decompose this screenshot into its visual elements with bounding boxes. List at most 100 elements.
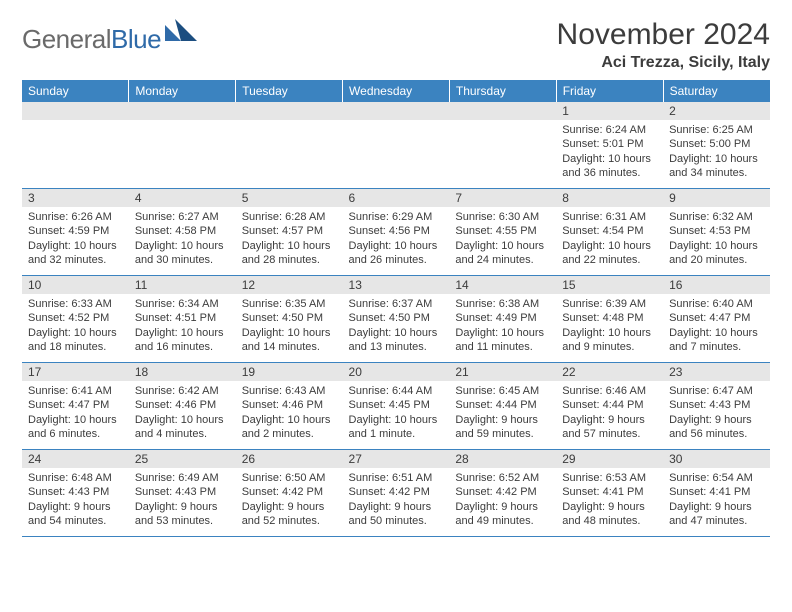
calendar-cell: 27Sunrise: 6:51 AMSunset: 4:42 PMDayligh…: [343, 450, 450, 537]
sunset-line: Sunset: 4:54 PM: [562, 224, 657, 238]
day-number: 17: [22, 363, 129, 381]
sunrise-line: Sunrise: 6:33 AM: [28, 297, 123, 311]
daylight-line: Daylight: 9 hours and 49 minutes.: [455, 500, 550, 529]
day-body: Sunrise: 6:28 AMSunset: 4:57 PMDaylight:…: [236, 207, 343, 271]
location: Aci Trezza, Sicily, Italy: [557, 54, 770, 72]
day-number: 18: [129, 363, 236, 381]
calendar-cell: 22Sunrise: 6:46 AMSunset: 4:44 PMDayligh…: [556, 363, 663, 450]
sunrise-line: Sunrise: 6:32 AM: [669, 210, 764, 224]
weekday-header: Tuesday: [236, 80, 343, 102]
sunrise-line: Sunrise: 6:54 AM: [669, 471, 764, 485]
calendar-cell: 25Sunrise: 6:49 AMSunset: 4:43 PMDayligh…: [129, 450, 236, 537]
daylight-line: Daylight: 10 hours and 13 minutes.: [349, 326, 444, 355]
sunrise-line: Sunrise: 6:43 AM: [242, 384, 337, 398]
calendar-body: 1Sunrise: 6:24 AMSunset: 5:01 PMDaylight…: [22, 102, 770, 537]
sunset-line: Sunset: 4:47 PM: [669, 311, 764, 325]
calendar-table: SundayMondayTuesdayWednesdayThursdayFrid…: [22, 80, 770, 537]
day-number: 30: [663, 450, 770, 468]
sunset-line: Sunset: 4:43 PM: [669, 398, 764, 412]
calendar-cell: 6Sunrise: 6:29 AMSunset: 4:56 PMDaylight…: [343, 189, 450, 276]
day-body: Sunrise: 6:34 AMSunset: 4:51 PMDaylight:…: [129, 294, 236, 358]
sunrise-line: Sunrise: 6:40 AM: [669, 297, 764, 311]
calendar-cell: 20Sunrise: 6:44 AMSunset: 4:45 PMDayligh…: [343, 363, 450, 450]
daylight-line: Daylight: 9 hours and 52 minutes.: [242, 500, 337, 529]
sunset-line: Sunset: 4:41 PM: [562, 485, 657, 499]
day-body: Sunrise: 6:38 AMSunset: 4:49 PMDaylight:…: [449, 294, 556, 358]
sunset-line: Sunset: 4:44 PM: [455, 398, 550, 412]
weekday-header: Thursday: [449, 80, 556, 102]
day-number: 15: [556, 276, 663, 294]
day-number: 29: [556, 450, 663, 468]
day-number: 8: [556, 189, 663, 207]
day-number: 13: [343, 276, 450, 294]
sunrise-line: Sunrise: 6:46 AM: [562, 384, 657, 398]
sunset-line: Sunset: 5:00 PM: [669, 137, 764, 151]
daylight-line: Daylight: 9 hours and 48 minutes.: [562, 500, 657, 529]
day-body: Sunrise: 6:42 AMSunset: 4:46 PMDaylight:…: [129, 381, 236, 445]
daylight-line: Daylight: 10 hours and 7 minutes.: [669, 326, 764, 355]
calendar-cell: [343, 102, 450, 189]
day-number: 3: [22, 189, 129, 207]
weekday-header: Wednesday: [343, 80, 450, 102]
daylight-line: Daylight: 10 hours and 30 minutes.: [135, 239, 230, 268]
calendar-cell: 21Sunrise: 6:45 AMSunset: 4:44 PMDayligh…: [449, 363, 556, 450]
daylight-line: Daylight: 10 hours and 6 minutes.: [28, 413, 123, 442]
day-body: Sunrise: 6:46 AMSunset: 4:44 PMDaylight:…: [556, 381, 663, 445]
sunrise-line: Sunrise: 6:38 AM: [455, 297, 550, 311]
calendar-cell: 30Sunrise: 6:54 AMSunset: 4:41 PMDayligh…: [663, 450, 770, 537]
sunrise-line: Sunrise: 6:48 AM: [28, 471, 123, 485]
day-number: 20: [343, 363, 450, 381]
day-body: Sunrise: 6:25 AMSunset: 5:00 PMDaylight:…: [663, 120, 770, 184]
sunset-line: Sunset: 4:49 PM: [455, 311, 550, 325]
empty-day-strip: [236, 102, 343, 120]
sunset-line: Sunset: 4:42 PM: [455, 485, 550, 499]
day-number: 10: [22, 276, 129, 294]
sunset-line: Sunset: 4:48 PM: [562, 311, 657, 325]
logo-text-blue: Blue: [111, 24, 161, 55]
sunrise-line: Sunrise: 6:44 AM: [349, 384, 444, 398]
calendar-week-row: 17Sunrise: 6:41 AMSunset: 4:47 PMDayligh…: [22, 363, 770, 450]
day-number: 28: [449, 450, 556, 468]
day-number: 6: [343, 189, 450, 207]
sunrise-line: Sunrise: 6:53 AM: [562, 471, 657, 485]
sunrise-line: Sunrise: 6:45 AM: [455, 384, 550, 398]
daylight-line: Daylight: 10 hours and 16 minutes.: [135, 326, 230, 355]
calendar-cell: [236, 102, 343, 189]
calendar-cell: 2Sunrise: 6:25 AMSunset: 5:00 PMDaylight…: [663, 102, 770, 189]
sunset-line: Sunset: 4:55 PM: [455, 224, 550, 238]
day-number: 1: [556, 102, 663, 120]
calendar-week-row: 10Sunrise: 6:33 AMSunset: 4:52 PMDayligh…: [22, 276, 770, 363]
sunrise-line: Sunrise: 6:51 AM: [349, 471, 444, 485]
day-number: 16: [663, 276, 770, 294]
daylight-line: Daylight: 9 hours and 57 minutes.: [562, 413, 657, 442]
daylight-line: Daylight: 10 hours and 18 minutes.: [28, 326, 123, 355]
day-body: Sunrise: 6:41 AMSunset: 4:47 PMDaylight:…: [22, 381, 129, 445]
calendar-cell: 3Sunrise: 6:26 AMSunset: 4:59 PMDaylight…: [22, 189, 129, 276]
calendar-cell: 1Sunrise: 6:24 AMSunset: 5:01 PMDaylight…: [556, 102, 663, 189]
day-body: Sunrise: 6:53 AMSunset: 4:41 PMDaylight:…: [556, 468, 663, 532]
empty-day-strip: [343, 102, 450, 120]
calendar-cell: 28Sunrise: 6:52 AMSunset: 4:42 PMDayligh…: [449, 450, 556, 537]
day-body: Sunrise: 6:51 AMSunset: 4:42 PMDaylight:…: [343, 468, 450, 532]
day-body: Sunrise: 6:29 AMSunset: 4:56 PMDaylight:…: [343, 207, 450, 271]
sunrise-line: Sunrise: 6:30 AM: [455, 210, 550, 224]
day-number: 7: [449, 189, 556, 207]
calendar-cell: 24Sunrise: 6:48 AMSunset: 4:43 PMDayligh…: [22, 450, 129, 537]
sunrise-line: Sunrise: 6:27 AM: [135, 210, 230, 224]
empty-day-strip: [449, 102, 556, 120]
calendar-week-row: 3Sunrise: 6:26 AMSunset: 4:59 PMDaylight…: [22, 189, 770, 276]
day-body: Sunrise: 6:39 AMSunset: 4:48 PMDaylight:…: [556, 294, 663, 358]
calendar-cell: 17Sunrise: 6:41 AMSunset: 4:47 PMDayligh…: [22, 363, 129, 450]
day-body: Sunrise: 6:44 AMSunset: 4:45 PMDaylight:…: [343, 381, 450, 445]
month-title: November 2024: [557, 18, 770, 52]
sunrise-line: Sunrise: 6:34 AM: [135, 297, 230, 311]
sunset-line: Sunset: 4:46 PM: [242, 398, 337, 412]
day-body: Sunrise: 6:50 AMSunset: 4:42 PMDaylight:…: [236, 468, 343, 532]
sunset-line: Sunset: 4:50 PM: [349, 311, 444, 325]
weekday-header-row: SundayMondayTuesdayWednesdayThursdayFrid…: [22, 80, 770, 102]
sunrise-line: Sunrise: 6:50 AM: [242, 471, 337, 485]
sunset-line: Sunset: 4:56 PM: [349, 224, 444, 238]
daylight-line: Daylight: 9 hours and 54 minutes.: [28, 500, 123, 529]
sunset-line: Sunset: 4:51 PM: [135, 311, 230, 325]
day-body: Sunrise: 6:30 AMSunset: 4:55 PMDaylight:…: [449, 207, 556, 271]
